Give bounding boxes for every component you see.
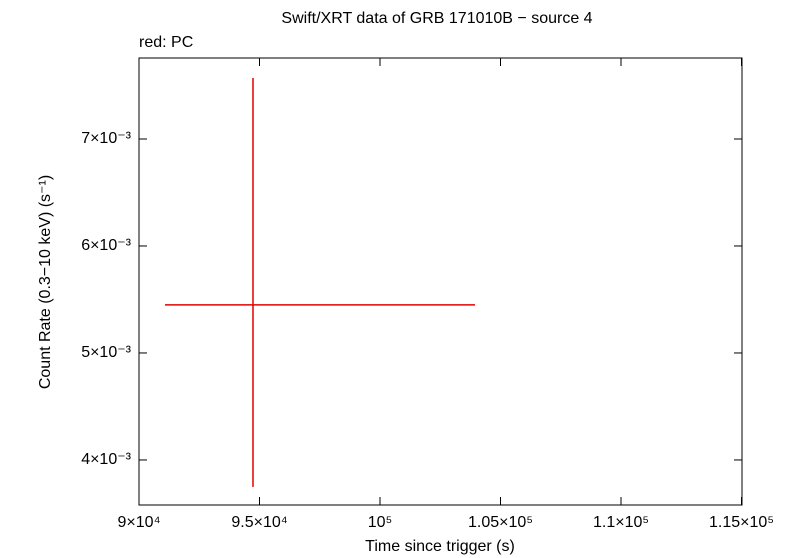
y-axis-label: Count Rate (0.3−10 keV) (s⁻¹) bbox=[37, 175, 54, 389]
y-tick-label: 6×10⁻³ bbox=[81, 237, 131, 254]
y-tick-label: 5×10⁻³ bbox=[81, 344, 131, 361]
plot-frame bbox=[138, 57, 743, 506]
chart-subtitle: red: PC bbox=[139, 34, 193, 51]
x-tick-label: 1.05×10⁵ bbox=[468, 514, 533, 531]
x-tick-label: 1.15×10⁵ bbox=[709, 514, 774, 531]
y-tick-label: 4×10⁻³ bbox=[81, 451, 131, 468]
y-tick-label: 7×10⁻³ bbox=[81, 130, 131, 147]
x-tick-label: 10⁵ bbox=[368, 514, 392, 531]
chart-title: Swift/XRT data of GRB 171010B − source 4 bbox=[281, 10, 592, 27]
x-tick-label: 1.1×10⁵ bbox=[593, 514, 649, 531]
x-tick-label: 9.5×10⁴ bbox=[231, 514, 287, 531]
x-axis-label: Time since trigger (s) bbox=[365, 538, 515, 555]
x-tick-label: 9×10⁴ bbox=[118, 514, 161, 531]
